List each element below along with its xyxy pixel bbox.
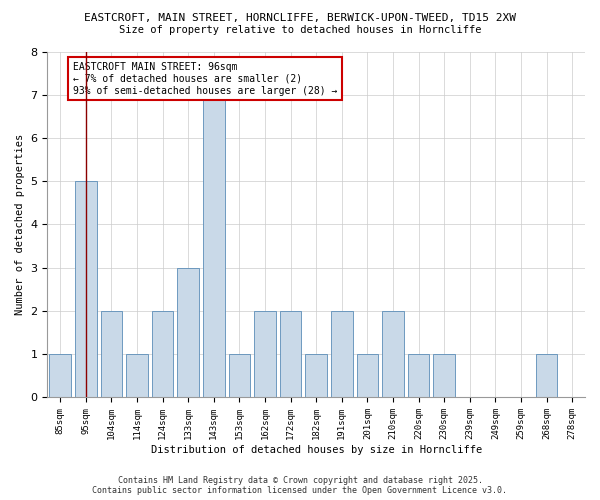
Bar: [75, 181, 97, 398]
X-axis label: Distribution of detached houses by size in Horncliffe: Distribution of detached houses by size …: [151, 445, 482, 455]
Bar: [152, 311, 173, 398]
Y-axis label: Number of detached properties: Number of detached properties: [15, 134, 25, 315]
Text: Contains HM Land Registry data © Crown copyright and database right 2025.
Contai: Contains HM Land Registry data © Crown c…: [92, 476, 508, 495]
Bar: [408, 354, 430, 398]
Bar: [356, 354, 378, 398]
Bar: [229, 354, 250, 398]
Text: EASTCROFT, MAIN STREET, HORNCLIFFE, BERWICK-UPON-TWEED, TD15 2XW: EASTCROFT, MAIN STREET, HORNCLIFFE, BERW…: [84, 12, 516, 22]
Bar: [49, 354, 71, 398]
Bar: [254, 311, 276, 398]
Bar: [280, 311, 301, 398]
Text: EASTCROFT MAIN STREET: 96sqm
← 7% of detached houses are smaller (2)
93% of semi: EASTCROFT MAIN STREET: 96sqm ← 7% of det…: [73, 62, 337, 96]
Text: Size of property relative to detached houses in Horncliffe: Size of property relative to detached ho…: [119, 25, 481, 35]
Bar: [178, 268, 199, 398]
Bar: [382, 311, 404, 398]
Bar: [203, 94, 224, 398]
Bar: [536, 354, 557, 398]
Bar: [126, 354, 148, 398]
Bar: [101, 311, 122, 398]
Bar: [331, 311, 353, 398]
Bar: [305, 354, 327, 398]
Bar: [433, 354, 455, 398]
